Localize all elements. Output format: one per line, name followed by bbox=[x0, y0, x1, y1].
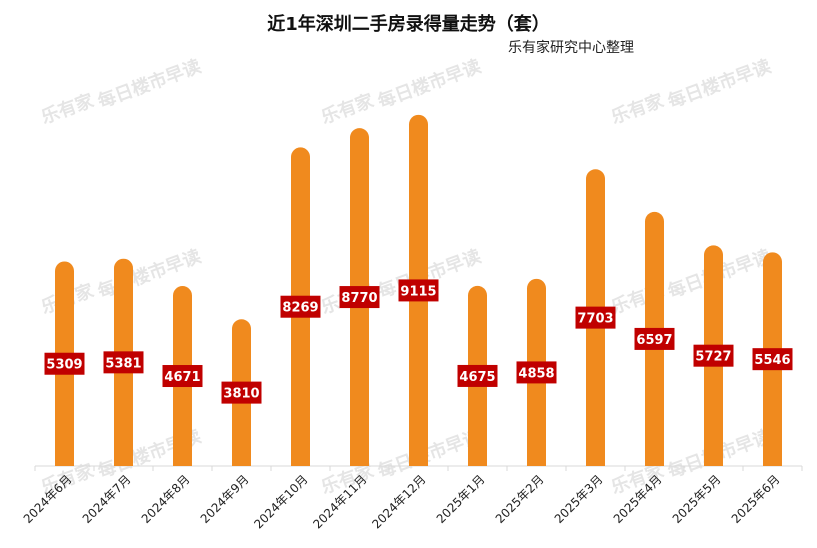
chart-subtitle: 乐有家研究中心整理 bbox=[508, 40, 634, 56]
bar-group: 4675 2025年1月 bbox=[434, 285, 498, 526]
data-label: 4675 bbox=[459, 370, 495, 385]
x-tick-label: 2025年4月 bbox=[611, 472, 665, 526]
x-tick-label: 2024年7月 bbox=[80, 472, 134, 526]
data-label-box bbox=[752, 348, 793, 371]
data-label-box bbox=[457, 364, 498, 387]
data-label-box bbox=[398, 279, 439, 302]
x-tick-label: 2025年6月 bbox=[729, 472, 783, 526]
bar-group: 5309 2024年6月 bbox=[21, 261, 85, 526]
data-label: 8269 bbox=[282, 301, 318, 316]
data-label-box bbox=[221, 381, 262, 404]
x-tick-label: 2024年10月 bbox=[251, 472, 310, 531]
x-tick-label: 2024年12月 bbox=[369, 472, 428, 531]
data-label: 6597 bbox=[636, 333, 672, 348]
data-label: 9115 bbox=[400, 284, 436, 299]
data-label-box bbox=[693, 344, 734, 367]
x-tick-label: 2025年3月 bbox=[552, 472, 606, 526]
data-label: 5381 bbox=[105, 356, 141, 371]
data-label-box bbox=[339, 286, 380, 309]
x-tick-label: 2024年6月 bbox=[21, 472, 75, 526]
x-tick-label: 2024年11月 bbox=[310, 472, 369, 531]
data-label: 8770 bbox=[341, 291, 377, 306]
chart-title: 近1年深圳二手房录得量走势（套） bbox=[267, 14, 550, 35]
data-label: 5309 bbox=[46, 358, 82, 373]
data-label-box bbox=[280, 295, 321, 318]
data-label: 5546 bbox=[754, 353, 790, 368]
bar-group: 9115 2024年12月 bbox=[369, 114, 439, 531]
bar-group: 4671 2024年8月 bbox=[139, 286, 203, 526]
bar-group: 5546 2025年6月 bbox=[729, 252, 793, 526]
data-label-box bbox=[44, 352, 85, 375]
data-label: 3810 bbox=[223, 387, 259, 402]
x-tick-label: 2025年2月 bbox=[493, 472, 547, 526]
data-label-box bbox=[162, 365, 203, 388]
bar-group: 3810 2024年9月 bbox=[198, 319, 262, 526]
x-tick-label: 2025年1月 bbox=[434, 472, 488, 526]
data-label: 7703 bbox=[577, 312, 613, 327]
bar-group: 4858 2025年2月 bbox=[493, 278, 557, 526]
data-label: 4858 bbox=[518, 366, 554, 381]
data-label: 4671 bbox=[164, 370, 200, 385]
bar-group: 8269 2024年10月 bbox=[251, 147, 321, 531]
bar-group: 6597 2025年4月 bbox=[611, 211, 675, 526]
data-label-box bbox=[103, 351, 144, 374]
x-tick-label: 2024年9月 bbox=[198, 472, 252, 526]
bar-group: 8770 2024年11月 bbox=[310, 128, 380, 531]
bar-group: 5727 2025年5月 bbox=[670, 245, 734, 526]
data-label-box bbox=[634, 327, 675, 350]
x-tick-label: 2024年8月 bbox=[139, 472, 193, 526]
data-label: 5727 bbox=[695, 350, 731, 365]
bar-group: 5381 2024年7月 bbox=[80, 258, 144, 526]
data-label-box bbox=[516, 361, 557, 384]
bar-group: 7703 2025年3月 bbox=[552, 169, 616, 526]
x-tick-label: 2025年5月 bbox=[670, 472, 724, 526]
data-label-box bbox=[575, 306, 616, 329]
